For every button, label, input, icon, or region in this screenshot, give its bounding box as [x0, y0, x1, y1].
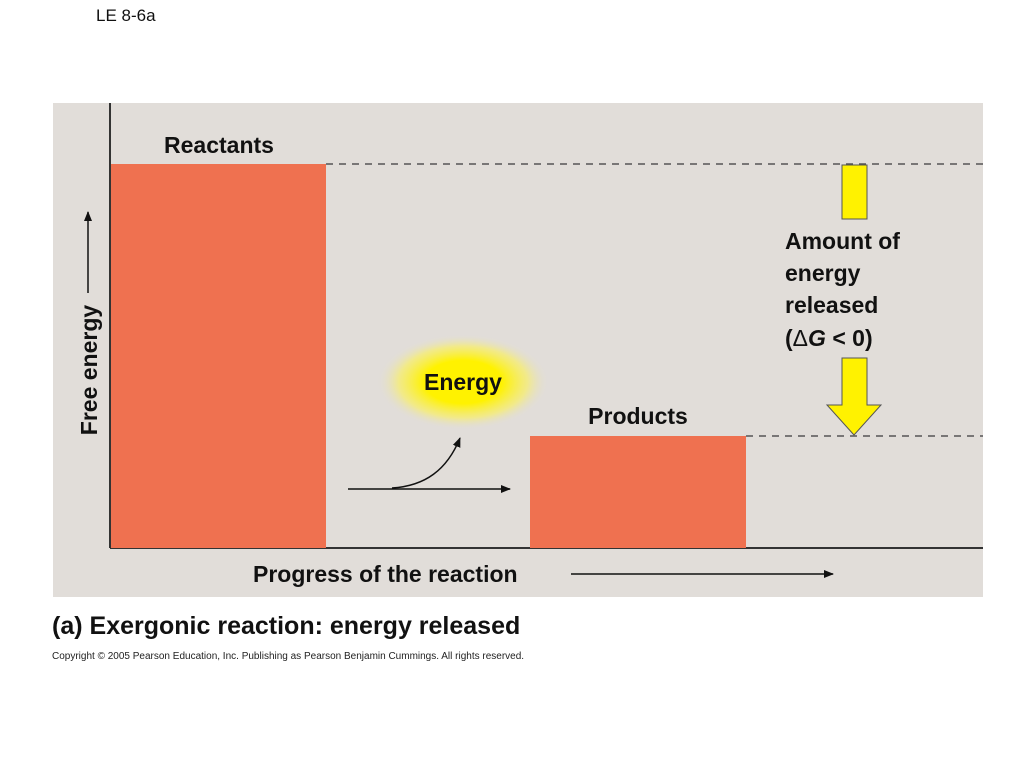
- x-axis-label: Progress of the reaction: [253, 561, 518, 587]
- delta-g-expression: (ΔG < 0): [785, 325, 873, 351]
- y-axis-label: Free energy: [76, 305, 102, 436]
- delta-g-line3: released: [785, 292, 878, 318]
- delta-g-text: Amount of energy released: [785, 228, 906, 318]
- caption-text: Exergonic reaction: energy released: [89, 612, 521, 640]
- reactants-label: Reactants: [164, 132, 274, 158]
- delta-g-inequality: < 0): [826, 325, 873, 351]
- energy-glow: [377, 334, 549, 430]
- slide-label: LE 8-6a: [96, 6, 156, 25]
- reactants-bar: [111, 164, 326, 548]
- g-symbol: G: [808, 325, 826, 351]
- delta-g-arrowhead-icon: [825, 357, 883, 436]
- energy-release-arrow-icon: [391, 437, 461, 489]
- products-label: Products: [588, 403, 688, 429]
- delta-g-open-paren: (: [785, 325, 793, 351]
- figure-caption: (a) Exergonic reaction: energy released: [52, 612, 520, 641]
- copyright-notice: Copyright © 2005 Pearson Education, Inc.…: [52, 651, 525, 662]
- delta-symbol: Δ: [793, 325, 808, 351]
- delta-g-arrow-shaft-icon: [841, 164, 868, 220]
- energy-label: Energy: [424, 369, 502, 395]
- delta-g-line2: energy: [785, 260, 861, 286]
- caption-prefix: (a): [52, 612, 83, 640]
- delta-g-line1: Amount of: [785, 228, 900, 254]
- products-bar: [530, 436, 746, 548]
